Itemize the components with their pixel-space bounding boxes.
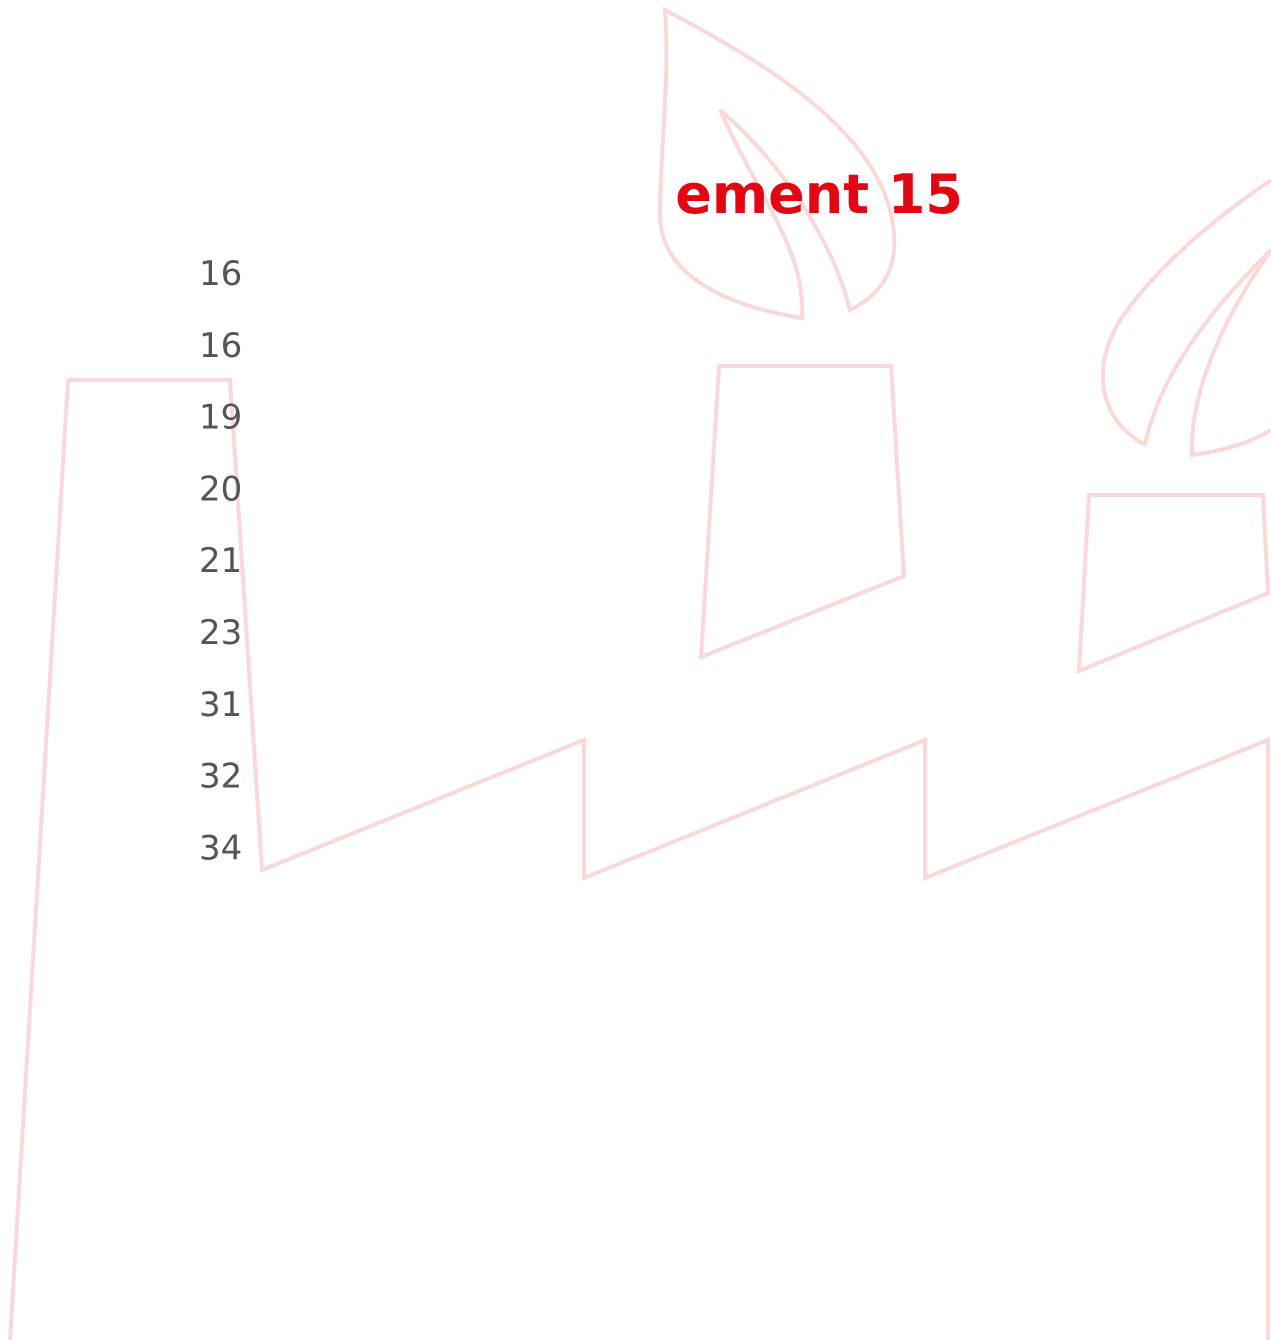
- flame: [657, 6, 897, 321]
- page-number: 19: [199, 398, 242, 438]
- page-number: 21: [199, 541, 242, 581]
- factory-illustration: [8, 6, 1271, 1340]
- flame: [1100, 178, 1271, 458]
- page-number: 23: [199, 613, 242, 653]
- page-number: 32: [199, 757, 242, 797]
- page-number: 20: [199, 469, 242, 509]
- chimney: [1076, 493, 1271, 675]
- page-number: 34: [199, 828, 242, 868]
- chimney: [698, 364, 907, 661]
- factory-outline: [8, 378, 1270, 1340]
- page-number: 16: [199, 326, 242, 366]
- toc-heading: ement 15: [675, 163, 963, 226]
- page-number: 16: [199, 254, 242, 294]
- page-number: 31: [199, 685, 242, 725]
- page-numbers: 16 16 19 20 21 23 31 32 34: [199, 254, 242, 868]
